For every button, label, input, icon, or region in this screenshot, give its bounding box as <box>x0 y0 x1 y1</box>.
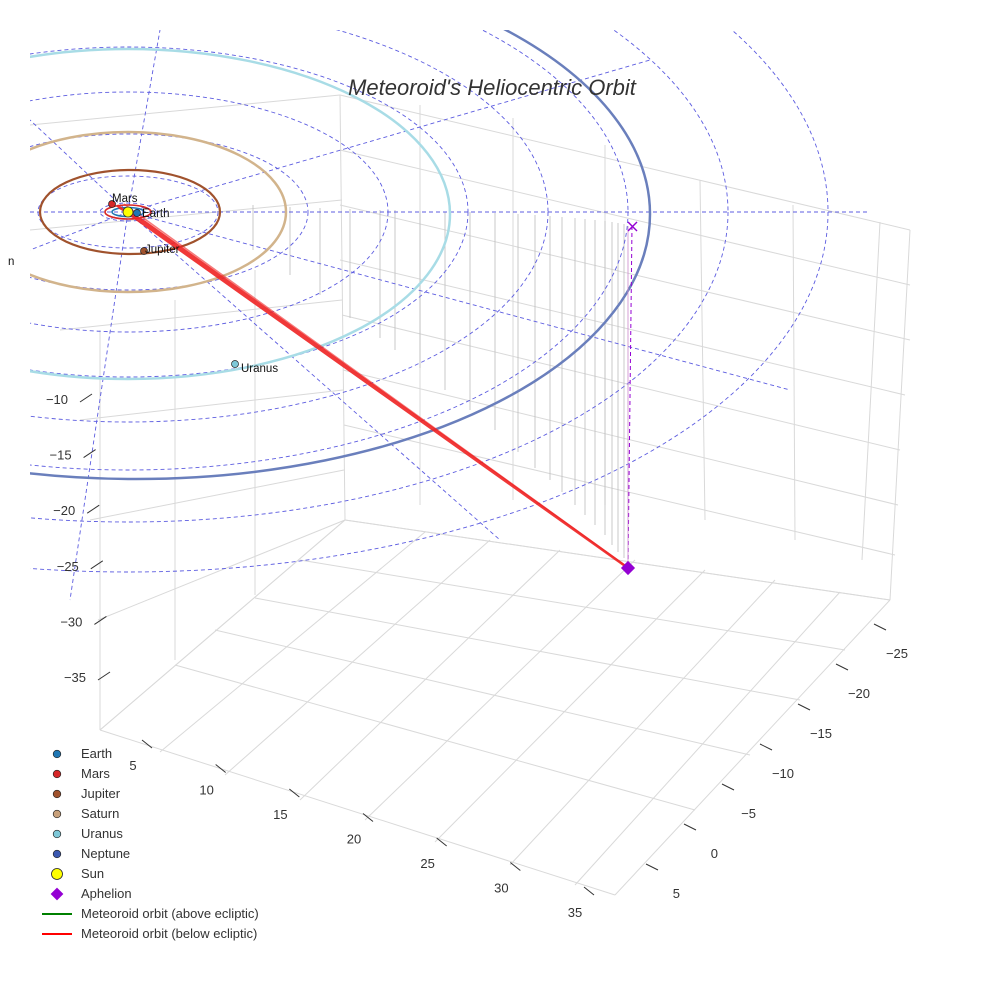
z-axis-ticks: −10 −15 −20 −25 −30 −35 <box>46 392 111 685</box>
z-tick-mark <box>79 393 93 403</box>
z-tick-label: −10 <box>46 392 68 407</box>
legend-symbol <box>42 933 72 935</box>
legend-label: Meteoroid orbit (below ecliptic) <box>81 926 258 941</box>
x-tick-mark <box>510 862 521 871</box>
legend-label: Aphelion <box>81 886 132 901</box>
label-mars: Mars <box>112 193 138 205</box>
legend-label: Mars <box>81 766 110 781</box>
x-tick-label: 30 <box>494 881 508 896</box>
z-tick-mark <box>86 504 100 514</box>
legend-label: Saturn <box>81 806 120 821</box>
z-tick-mark <box>97 671 111 681</box>
meteoroid-orbit-below <box>116 203 630 570</box>
z-tick-mark <box>90 560 104 570</box>
legend-item[interactable]: Meteoroid orbit (below ecliptic) <box>38 924 338 944</box>
aphelion-marker <box>620 560 636 576</box>
z-tick-label: −30 <box>60 614 82 629</box>
x-axis-ticks: 5 10 15 20 25 30 35 <box>129 739 595 920</box>
legend-item[interactable]: Neptune <box>38 844 338 864</box>
x-tick-label: 5 <box>129 758 136 773</box>
planet-labels: Mars Earth Jupiter Uranus n <box>8 193 278 375</box>
y-tick-mark <box>873 623 887 631</box>
z-tick-label: −35 <box>64 670 86 685</box>
y-axis-ticks: −25 −20 −15 −10 −5 0 5 <box>645 623 908 901</box>
y-tick-label: −15 <box>810 726 832 741</box>
legend-label: Neptune <box>81 846 131 861</box>
y-tick-label: −25 <box>886 646 908 661</box>
legend-symbol <box>51 868 63 880</box>
drop-lines <box>252 205 625 558</box>
legend-label: Jupiter <box>81 786 121 801</box>
y-tick-mark <box>797 703 811 711</box>
y-tick-label: −10 <box>772 766 794 781</box>
legend-label: Meteoroid orbit (above ecliptic) <box>81 906 259 921</box>
aphelion-markers <box>620 221 638 576</box>
chart-title: Meteoroid's Heliocentric Orbit <box>348 75 637 100</box>
uranus-marker <box>231 360 239 368</box>
aphelion-projection-x <box>627 221 638 232</box>
y-tick-mark <box>683 823 697 831</box>
z-tick-label: −25 <box>57 559 79 574</box>
legend-item[interactable]: Aphelion <box>38 884 338 904</box>
y-tick-mark <box>645 863 659 871</box>
legend-symbol <box>52 789 62 799</box>
legend-item[interactable]: Sun <box>38 864 338 884</box>
y-tick-label: −5 <box>741 806 756 821</box>
x-tick-label: 15 <box>273 807 287 822</box>
label-earth: Earth <box>142 208 170 220</box>
x-tick-mark <box>141 739 153 749</box>
x-tick-mark <box>436 837 447 847</box>
y-tick-label: 5 <box>673 886 680 901</box>
y-tick-mark <box>835 663 849 671</box>
planet-markers <box>108 200 239 368</box>
z-tick-mark <box>83 449 96 459</box>
z-tick-label: −20 <box>53 503 75 518</box>
jupiter-marker <box>140 247 148 255</box>
axes-box <box>30 94 911 896</box>
x-tick-label: 10 <box>199 783 213 798</box>
y-tick-mark <box>721 783 735 791</box>
x-tick-mark <box>289 788 300 798</box>
y-tick-label: 0 <box>711 846 718 861</box>
legend-label: Sun <box>81 866 105 881</box>
x-tick-label: 20 <box>347 832 361 847</box>
legend-item[interactable]: Uranus <box>38 824 338 844</box>
legend-item[interactable]: Jupiter <box>38 784 338 804</box>
y-tick-mark <box>759 743 773 751</box>
planet-orbits <box>30 30 652 481</box>
x-tick-label: 25 <box>420 856 434 871</box>
x-tick-mark <box>215 764 226 773</box>
legend-symbol <box>52 749 62 759</box>
aphelion-projection <box>627 225 633 569</box>
x-tick-mark <box>362 813 374 822</box>
legend-symbol <box>52 809 62 819</box>
ecliptic-grid <box>30 30 870 601</box>
z-tick-mark <box>94 615 107 625</box>
sun-marker <box>122 206 134 218</box>
y-tick-label: −20 <box>848 686 870 701</box>
legend-item[interactable]: Saturn <box>38 804 338 824</box>
legend-label: Uranus <box>81 826 123 841</box>
label-neptune-clipped: n <box>8 256 14 268</box>
legend-symbol <box>52 829 62 839</box>
earth-marker <box>133 209 141 217</box>
legend-item[interactable]: Earth <box>38 744 338 764</box>
z-tick-label: −15 <box>50 448 72 463</box>
legend-symbol <box>52 769 62 779</box>
label-jupiter: Jupiter <box>145 244 180 256</box>
legend-item[interactable]: Mars <box>38 764 338 784</box>
legend-symbol <box>42 913 72 915</box>
x-tick-label: 35 <box>568 905 582 920</box>
legend-label: Earth <box>81 746 113 761</box>
mars-marker <box>108 200 116 208</box>
label-uranus: Uranus <box>241 363 278 375</box>
legend-symbol <box>52 849 62 859</box>
legend-item[interactable]: Meteoroid orbit (above ecliptic) <box>38 904 338 924</box>
x-tick-mark <box>583 886 595 896</box>
legend-symbol <box>50 887 64 901</box>
legend: Earth Mars Jupiter Saturn Uranus Neptune Sun Ap… <box>38 744 338 944</box>
